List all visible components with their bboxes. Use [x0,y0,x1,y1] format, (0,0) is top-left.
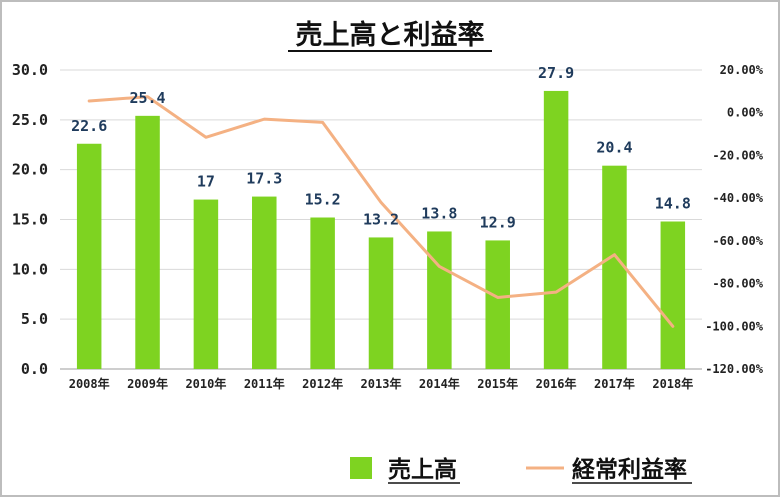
x-axis: 2008年 2009年 2010年 2011年 2012年 2013年 2014年 2015年… [69,376,694,391]
y-right-tick-label: -20.00% [712,148,763,162]
y-left-tick-label: 20.0 [12,161,48,179]
y-axis-left: 0.0 5.0 10.0 15.0 20.0 25.0 30.0 [12,61,48,378]
y-axis-right: 20.00% 0.00% -20.00% -40.00% -60.00% -80.00% -… [705,63,764,376]
y-right-tick-label: 0.00% [727,106,764,120]
bar-data-label: 15.2 [305,191,341,209]
legend-swatch-sales [350,457,372,479]
bar-data-label: 25.4 [129,89,165,107]
bar [310,217,335,369]
bar [76,143,102,369]
x-tick-label: 2018年 [652,376,693,391]
x-tick-label: 2010年 [185,376,226,391]
bar-data-labels: 22.6 25.4 17 17.3 15.2 13.2 13.8 12.9 27.9 20.4 14… [71,64,691,231]
y-right-tick-label: 20.00% [720,63,764,77]
bar [135,115,160,369]
legend-label-profit-rate: 経常利益率 [572,456,687,483]
bar [485,240,510,369]
chart-title: 売上高と利益率 [288,19,492,52]
line-series-profit-rate [87,95,675,328]
y-left-tick-label: 15.0 [12,211,48,229]
chart-title-text: 売上高と利益率 [296,19,485,51]
x-tick-label: 2016年 [536,376,577,391]
x-tick-label: 2014年 [419,376,460,391]
y-right-tick-label: -40.00% [712,191,763,205]
y-left-tick-label: 25.0 [12,111,48,129]
y-left-tick-label: 10.0 [12,260,48,278]
x-tick-label: 2009年 [127,376,168,391]
bar-data-label: 17 [197,173,215,191]
bar-data-label: 13.2 [363,210,399,228]
bar [193,199,219,369]
legend-label-sales: 売上高 [388,456,457,483]
bar-data-label: 14.8 [655,194,691,212]
bar [660,221,686,369]
bar-data-label: 17.3 [246,170,282,188]
x-tick-label: 2012年 [302,376,343,391]
x-tick-label: 2015年 [477,376,518,391]
bar [427,231,452,369]
y-right-tick-label: -80.00% [712,277,763,291]
bar [602,165,627,369]
y-left-tick-label: 5.0 [21,310,48,328]
x-tick-label: 2017年 [594,376,635,391]
bar [543,90,569,370]
y-left-tick-label: 0.0 [21,360,48,378]
bar [252,196,277,369]
bar-data-label: 20.4 [596,139,632,157]
bar-data-label: 27.9 [538,64,574,82]
x-tick-label: 2008年 [69,376,110,391]
bar-data-label: 12.9 [480,213,516,231]
legend: 売上高 経常利益率 [350,456,692,484]
bar-data-label: 13.8 [421,204,457,222]
y-left-tick-label: 30.0 [12,61,48,79]
bar-series-sales [76,90,686,370]
y-right-tick-label: -60.00% [712,234,763,248]
y-right-tick-label: -100.00% [705,319,764,333]
bar-data-label: 22.6 [71,117,107,135]
x-tick-label: 2011年 [244,376,285,391]
bar [368,237,394,369]
y-right-tick-label: -120.00% [705,362,764,376]
x-tick-label: 2013年 [361,376,402,391]
